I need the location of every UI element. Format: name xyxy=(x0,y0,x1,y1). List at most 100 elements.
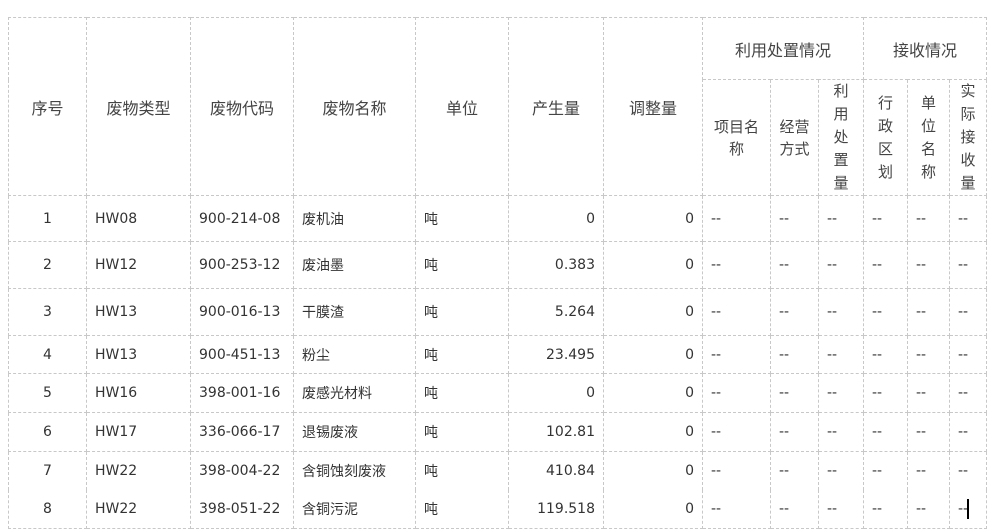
cell-region[interactable]: -- xyxy=(863,373,908,413)
cell-received[interactable]: -- xyxy=(949,489,987,529)
cell-adjustment[interactable]: 0 xyxy=(603,373,703,413)
cell-code[interactable]: 900-214-08 xyxy=(190,195,294,242)
cell-production[interactable]: 23.495 xyxy=(508,335,604,374)
cell-util[interactable]: -- xyxy=(818,451,864,490)
cell-received[interactable]: -- xyxy=(949,241,987,289)
cell-region[interactable]: -- xyxy=(863,451,908,490)
cell-unit[interactable]: 吨 xyxy=(415,451,509,490)
cell-type[interactable]: HW16 xyxy=(86,373,191,413)
cell-type[interactable]: HW13 xyxy=(86,335,191,374)
cell-code[interactable]: 398-001-16 xyxy=(190,373,294,413)
cell-received[interactable]: -- xyxy=(949,373,987,413)
cell-unit[interactable]: 吨 xyxy=(415,489,509,529)
cell-project[interactable]: -- xyxy=(702,489,771,529)
cell-seq[interactable]: 8 xyxy=(8,489,87,529)
cell-uname[interactable]: -- xyxy=(907,335,950,374)
cell-seq[interactable]: 2 xyxy=(8,241,87,289)
cell-name[interactable]: 退锡废液 xyxy=(293,412,416,452)
cell-name[interactable]: 废感光材料 xyxy=(293,373,416,413)
cell-unit[interactable]: 吨 xyxy=(415,195,509,242)
cell-production[interactable]: 0 xyxy=(508,373,604,413)
cell-project[interactable]: -- xyxy=(702,241,771,289)
cell-uname[interactable]: -- xyxy=(907,451,950,490)
cell-region[interactable]: -- xyxy=(863,412,908,452)
cell-production[interactable]: 0 xyxy=(508,195,604,242)
cell-code[interactable]: 336-066-17 xyxy=(190,412,294,452)
cell-name[interactable]: 废机油 xyxy=(293,195,416,242)
cell-type[interactable]: HW08 xyxy=(86,195,191,242)
cell-seq[interactable]: 3 xyxy=(8,288,87,336)
cell-mode[interactable]: -- xyxy=(770,335,819,374)
cell-project[interactable]: -- xyxy=(702,335,771,374)
cell-util[interactable]: -- xyxy=(818,373,864,413)
cell-name[interactable]: 粉尘 xyxy=(293,335,416,374)
cell-region[interactable]: -- xyxy=(863,288,908,336)
cell-production[interactable]: 5.264 xyxy=(508,288,604,336)
cell-seq[interactable]: 5 xyxy=(8,373,87,413)
cell-name[interactable]: 含铜蚀刻废液 xyxy=(293,451,416,490)
cell-mode[interactable]: -- xyxy=(770,451,819,490)
cell-adjustment[interactable]: 0 xyxy=(603,489,703,529)
cell-code[interactable]: 900-253-12 xyxy=(190,241,294,289)
cell-adjustment[interactable]: 0 xyxy=(603,451,703,490)
cell-seq[interactable]: 4 xyxy=(8,335,87,374)
cell-unit[interactable]: 吨 xyxy=(415,412,509,452)
cell-mode[interactable]: -- xyxy=(770,288,819,336)
cell-adjustment[interactable]: 0 xyxy=(603,288,703,336)
cell-seq[interactable]: 7 xyxy=(8,451,87,490)
cell-type[interactable]: HW22 xyxy=(86,489,191,529)
cell-production[interactable]: 410.84 xyxy=(508,451,604,490)
cell-project[interactable]: -- xyxy=(702,412,771,452)
cell-util[interactable]: -- xyxy=(818,288,864,336)
cell-type[interactable]: HW17 xyxy=(86,412,191,452)
cell-name[interactable]: 含铜污泥 xyxy=(293,489,416,529)
cell-region[interactable]: -- xyxy=(863,195,908,242)
cell-region[interactable]: -- xyxy=(863,335,908,374)
cell-project[interactable]: -- xyxy=(702,373,771,413)
cell-type[interactable]: HW22 xyxy=(86,451,191,490)
cell-unit[interactable]: 吨 xyxy=(415,288,509,336)
cell-mode[interactable]: -- xyxy=(770,195,819,242)
cell-util[interactable]: -- xyxy=(818,489,864,529)
cell-received[interactable]: -- xyxy=(949,335,987,374)
cell-adjustment[interactable]: 0 xyxy=(603,241,703,289)
cell-util[interactable]: -- xyxy=(818,335,864,374)
cell-region[interactable]: -- xyxy=(863,241,908,289)
cell-production[interactable]: 119.518 xyxy=(508,489,604,529)
cell-region[interactable]: -- xyxy=(863,489,908,529)
cell-project[interactable]: -- xyxy=(702,288,771,336)
cell-code[interactable]: 398-004-22 xyxy=(190,451,294,490)
cell-project[interactable]: -- xyxy=(702,195,771,242)
cell-uname[interactable]: -- xyxy=(907,195,950,242)
cell-seq[interactable]: 6 xyxy=(8,412,87,452)
cell-uname[interactable]: -- xyxy=(907,241,950,289)
cell-type[interactable]: HW12 xyxy=(86,241,191,289)
cell-util[interactable]: -- xyxy=(818,412,864,452)
cell-util[interactable]: -- xyxy=(818,195,864,242)
cell-uname[interactable]: -- xyxy=(907,373,950,413)
cell-mode[interactable]: -- xyxy=(770,373,819,413)
cell-received[interactable]: -- xyxy=(949,451,987,490)
cell-unit[interactable]: 吨 xyxy=(415,373,509,413)
cell-mode[interactable]: -- xyxy=(770,489,819,529)
cell-adjustment[interactable]: 0 xyxy=(603,195,703,242)
cell-production[interactable]: 102.81 xyxy=(508,412,604,452)
cell-adjustment[interactable]: 0 xyxy=(603,412,703,452)
cell-mode[interactable]: -- xyxy=(770,412,819,452)
cell-received[interactable]: -- xyxy=(949,412,987,452)
cell-unit[interactable]: 吨 xyxy=(415,335,509,374)
cell-type[interactable]: HW13 xyxy=(86,288,191,336)
cell-code[interactable]: 900-016-13 xyxy=(190,288,294,336)
cell-received[interactable]: -- xyxy=(949,288,987,336)
cell-mode[interactable]: -- xyxy=(770,241,819,289)
cell-code[interactable]: 398-051-22 xyxy=(190,489,294,529)
cell-received[interactable]: -- xyxy=(949,195,987,242)
cell-util[interactable]: -- xyxy=(818,241,864,289)
cell-name[interactable]: 干膜渣 xyxy=(293,288,416,336)
cell-name[interactable]: 废油墨 xyxy=(293,241,416,289)
cell-project[interactable]: -- xyxy=(702,451,771,490)
cell-uname[interactable]: -- xyxy=(907,412,950,452)
cell-uname[interactable]: -- xyxy=(907,288,950,336)
cell-adjustment[interactable]: 0 xyxy=(603,335,703,374)
cell-production[interactable]: 0.383 xyxy=(508,241,604,289)
